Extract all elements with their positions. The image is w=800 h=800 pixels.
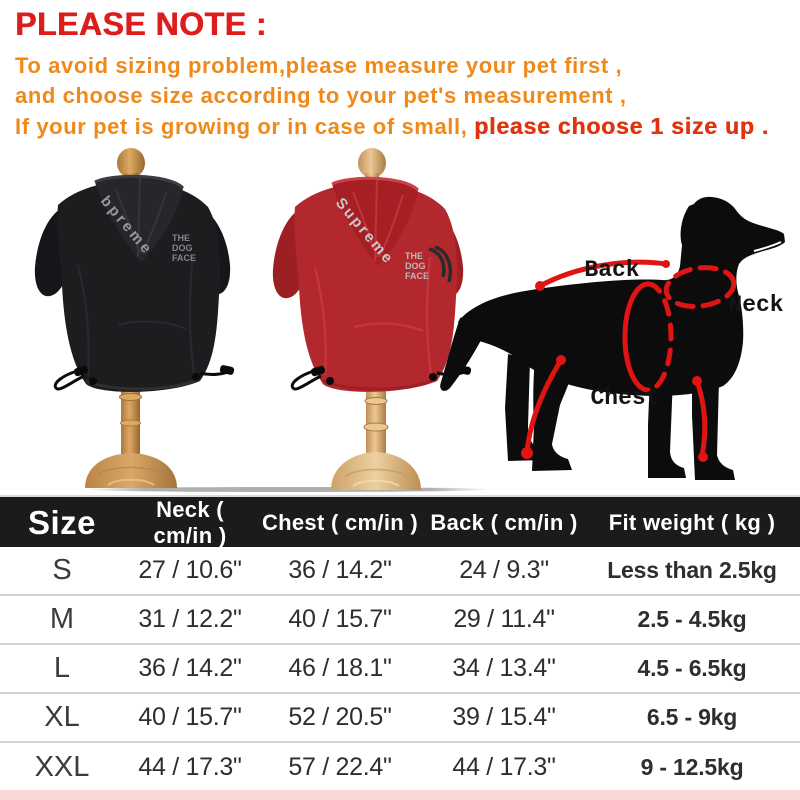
cell-back: 44 / 17.3" — [452, 753, 556, 781]
cell-neck: 36 / 14.2" — [138, 654, 242, 682]
chest-measure-dashed — [645, 281, 674, 393]
hindleg-measure-line — [524, 357, 564, 455]
back-measure-line — [537, 259, 669, 289]
red-hoodie: Supreme THE DOG FACE — [272, 176, 472, 392]
chest-measure-solid — [622, 281, 651, 393]
dog-mouth-line — [753, 241, 782, 252]
cell-neck: 31 / 12.2" — [138, 605, 242, 633]
red-hoodie-logo-line-2: DOG — [405, 261, 426, 271]
note-line-3-highlight: please choose 1 size up . — [474, 113, 769, 139]
bottom-pink-strip — [0, 790, 800, 800]
cell-back: 24 / 9.3" — [459, 556, 549, 584]
cell-chest: 52 / 20.5" — [288, 703, 392, 731]
cell-chest: 46 / 18.1" — [288, 654, 392, 682]
wooden-stand — [85, 148, 177, 488]
red-hoodie-photo: Supreme THE DOG FACE — [272, 148, 472, 490]
note-line-3: If your pet is growing or in case of sma… — [15, 111, 793, 142]
table-row-l: L 36 / 14.2" 46 / 18.1" 34 / 13.4" 4.5 -… — [0, 645, 800, 694]
black-hoodie-logo-line-1: THE — [172, 233, 190, 243]
cell-size: S — [52, 554, 72, 586]
note-line-1: To avoid sizing problem,please measure y… — [15, 53, 623, 78]
floor-shadow — [85, 487, 490, 492]
neck-label: Neck — [728, 292, 783, 318]
cell-size: M — [49, 603, 75, 635]
cell-back: 34 / 13.4" — [452, 654, 556, 682]
dog-measurement-diagram: Back Neck Chest — [440, 196, 785, 480]
frontleg-measure-line — [694, 378, 708, 459]
note-section: PLEASE NOTE : To avoid sizing problem,pl… — [15, 6, 793, 142]
cell-weight: 9 - 12.5kg — [640, 754, 744, 780]
note-title: PLEASE NOTE : — [15, 6, 267, 42]
back-label: Back — [584, 257, 639, 283]
swoosh-logo-icon — [428, 245, 453, 283]
cell-weight: 4.5 - 6.5kg — [637, 655, 747, 681]
table-row-m: M 31 / 12.2" 40 / 15.7" 29 / 11.4" 2.5 -… — [0, 596, 800, 645]
table-row-xxl: XXL 44 / 17.3" 57 / 22.4" 44 / 17.3" 9 -… — [0, 743, 800, 792]
cell-size: XL — [44, 701, 80, 733]
cell-back: 29 / 11.4" — [453, 605, 555, 633]
cell-chest: 36 / 14.2" — [288, 556, 392, 584]
dog-silhouette — [440, 196, 785, 480]
cell-size: L — [53, 652, 71, 684]
black-hoodie: bpreme THE DOG FACE — [34, 174, 235, 392]
table-row-xl: XL 40 / 15.7" 52 / 20.5" 39 / 15.4" 6.5 … — [0, 694, 800, 743]
black-hoodie-logo-line-2: DOG — [172, 243, 193, 253]
cell-weight: 2.5 - 4.5kg — [637, 606, 747, 632]
cell-chest: 40 / 15.7" — [288, 605, 392, 633]
cell-weight: Less than 2.5kg — [607, 557, 777, 583]
cell-neck: 40 / 15.7" — [138, 703, 242, 731]
cell-neck: 27 / 10.6" — [138, 556, 242, 584]
cell-back: 39 / 15.4" — [452, 703, 556, 731]
col-header-size: Size — [27, 504, 97, 541]
col-header-chest: Chest ( cm/in ) — [261, 510, 419, 535]
note-line-2: and choose size according to your pet's … — [15, 83, 627, 108]
size-chart-table: Size Neck ( cm/in ) Chest ( cm/in ) Back… — [0, 495, 800, 792]
table-row-s: S 27 / 10.6" 36 / 14.2" 24 / 9.3" Less t… — [0, 547, 800, 596]
black-hoodie-logo-line-3: FACE — [172, 253, 196, 263]
col-header-back: Back ( cm/in ) — [430, 510, 578, 535]
chest-label: Chest — [590, 385, 659, 411]
cell-size: XXL — [34, 751, 90, 783]
red-hoodie-logo-line-1: THE — [405, 251, 423, 261]
col-header-weight: Fit weight ( kg ) — [608, 510, 776, 535]
cell-chest: 57 / 22.4" — [288, 753, 392, 781]
cell-neck: 44 / 17.3" — [138, 753, 242, 781]
black-hoodie-photo: bpreme THE DOG FACE — [34, 148, 235, 488]
measurement-marks — [521, 259, 737, 462]
neck-measure-ellipse — [663, 265, 737, 309]
note-line-3-normal: If your pet is growing or in case of sma… — [15, 114, 475, 139]
cell-weight: 6.5 - 9kg — [646, 704, 738, 730]
col-header-neck: Neck ( cm/in ) — [153, 497, 227, 548]
table-header-row: Size Neck ( cm/in ) Chest ( cm/in ) Back… — [0, 495, 800, 548]
red-hoodie-logo-line-3: FACE — [405, 271, 429, 281]
